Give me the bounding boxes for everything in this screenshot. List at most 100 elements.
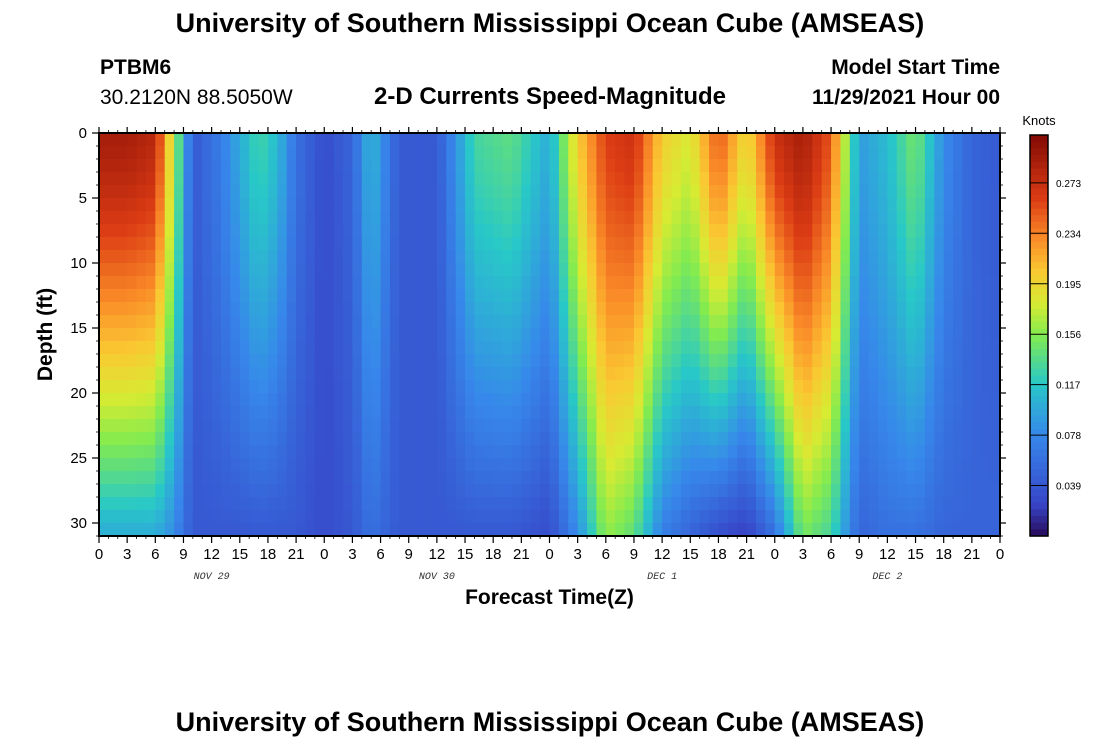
heatmap-cell — [831, 211, 842, 225]
heatmap-cell — [258, 380, 269, 394]
heatmap-cell — [314, 380, 325, 394]
heatmap-cell — [343, 393, 354, 407]
heatmap-cell — [343, 250, 354, 264]
heatmap-cell — [314, 172, 325, 186]
heatmap-cell — [981, 276, 992, 290]
heatmap-cell — [840, 315, 851, 329]
heatmap-cell — [662, 159, 673, 173]
heatmap-cell — [183, 393, 194, 407]
colorbar-segment — [1030, 261, 1048, 270]
heatmap-cell — [277, 302, 288, 316]
heatmap-cell — [765, 159, 776, 173]
heatmap-cell — [389, 367, 400, 381]
heatmap-cell — [652, 198, 663, 212]
heatmap-cell — [868, 263, 879, 277]
heatmap-cell — [690, 146, 701, 160]
heatmap-cell — [877, 367, 888, 381]
heatmap-cell — [127, 224, 138, 238]
heatmap-cell — [211, 185, 222, 199]
heatmap-cell — [108, 419, 119, 433]
heatmap-cell — [540, 393, 551, 407]
heatmap-cell — [718, 458, 729, 472]
heatmap-cell — [521, 185, 532, 199]
colorbar-segment — [1030, 235, 1048, 243]
heatmap-cell — [906, 523, 917, 537]
heatmap-cell — [99, 211, 109, 225]
colorbar-segment — [1030, 308, 1048, 317]
heatmap-cell — [408, 432, 419, 446]
heatmap-cell — [127, 341, 138, 355]
heatmap-cell — [399, 458, 410, 472]
heatmap-cell — [474, 250, 485, 264]
heatmap-cell — [812, 263, 823, 277]
heatmap-cell — [746, 432, 757, 446]
heatmap-cell — [709, 315, 720, 329]
heatmap-cell — [164, 445, 175, 459]
heatmap-cell — [990, 341, 1001, 355]
heatmap-cell — [774, 224, 785, 238]
x-tick-label: 12 — [429, 546, 446, 563]
heatmap-cell — [249, 276, 260, 290]
heatmap-cell — [277, 341, 288, 355]
heatmap-cell — [765, 276, 776, 290]
heatmap-cell — [258, 393, 269, 407]
heatmap-cell — [418, 510, 429, 524]
heatmap-cell — [849, 263, 860, 277]
heatmap-cell — [934, 263, 945, 277]
heatmap-cell — [840, 445, 851, 459]
heatmap-cell — [652, 484, 663, 498]
colorbar-segment — [1030, 241, 1048, 250]
heatmap-cell — [765, 250, 776, 264]
heatmap-cell — [145, 198, 156, 212]
heatmap-cell — [408, 146, 419, 160]
heatmap-cell — [399, 380, 410, 394]
heatmap-cell — [821, 341, 832, 355]
heatmap-cell — [296, 432, 307, 446]
heatmap-cell — [840, 406, 851, 420]
heatmap-cell — [943, 250, 954, 264]
heatmap-cell — [408, 237, 419, 251]
heatmap-cell — [474, 185, 485, 199]
heatmap-cell — [849, 146, 860, 160]
heatmap-cell — [624, 341, 635, 355]
heatmap-cell — [408, 380, 419, 394]
heatmap-cell — [408, 510, 419, 524]
heatmap-cell — [699, 276, 710, 290]
heatmap-cell — [755, 159, 766, 173]
heatmap-cell — [530, 432, 541, 446]
heatmap-cell — [737, 276, 748, 290]
heatmap-cell — [530, 367, 541, 381]
date-label: NOV 29 — [194, 572, 230, 583]
heatmap-cell — [314, 315, 325, 329]
heatmap-cell — [540, 159, 551, 173]
colorbar-segment — [1030, 201, 1048, 210]
heatmap-cell — [774, 159, 785, 173]
heatmap-cell — [530, 393, 541, 407]
heatmap-cell — [502, 315, 513, 329]
heatmap-cell — [436, 159, 447, 173]
heatmap-cell — [371, 497, 382, 511]
heatmap-cell — [793, 263, 804, 277]
heatmap-cell — [877, 198, 888, 212]
heatmap-cell — [333, 315, 344, 329]
heatmap-cell — [277, 406, 288, 420]
heatmap-cell — [971, 237, 982, 251]
heatmap-cell — [755, 276, 766, 290]
model-start-value: 11/29/2021 Hour 00 — [812, 86, 1000, 109]
heatmap-cell — [727, 497, 738, 511]
heatmap-cell — [436, 185, 447, 199]
heatmap-cell — [765, 523, 776, 537]
heatmap-cell — [859, 302, 870, 316]
heatmap-cell — [558, 471, 569, 485]
heatmap-cell — [239, 328, 250, 342]
colorbar-segment — [1030, 255, 1048, 263]
heatmap-cell — [192, 224, 203, 238]
heatmap-cell — [183, 237, 194, 251]
heatmap-cell — [455, 393, 466, 407]
heatmap-cell — [333, 250, 344, 264]
heatmap-cell — [145, 432, 156, 446]
heatmap-cell — [343, 159, 354, 173]
heatmap-cell — [680, 133, 691, 147]
heatmap-cell — [802, 484, 813, 498]
heatmap-cell — [474, 484, 485, 498]
